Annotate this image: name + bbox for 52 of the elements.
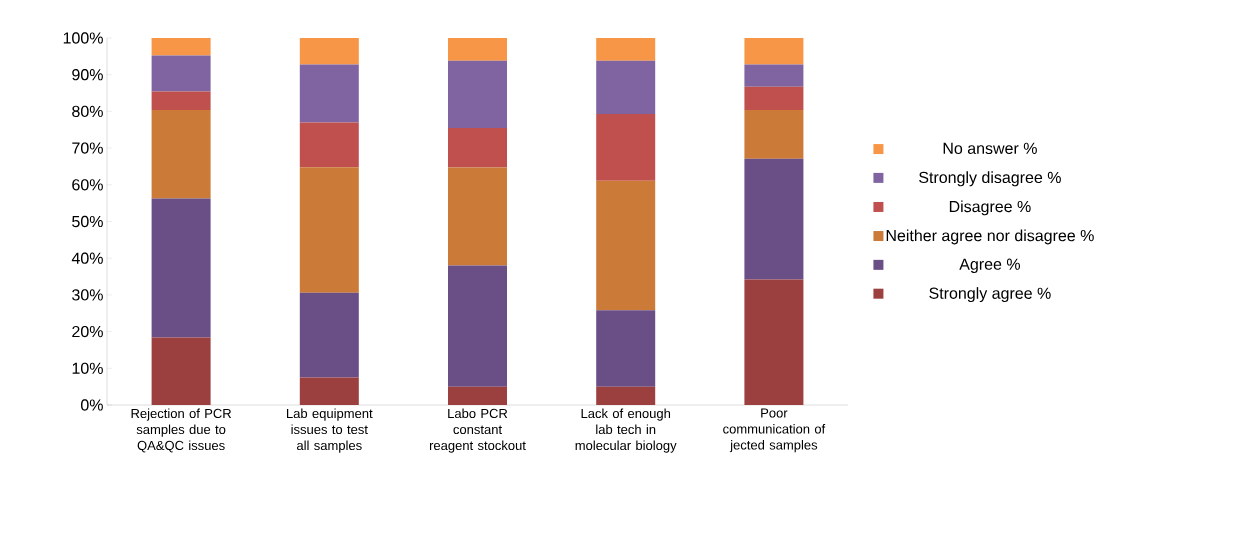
bar	[151, 337, 211, 405]
bar	[744, 64, 804, 87]
bar	[596, 60, 656, 114]
bar	[448, 167, 507, 266]
bar	[151, 109, 211, 199]
legend-label: Strongly disagree %	[919, 171, 1061, 187]
y-tick-label: 10%	[72, 362, 103, 374]
y-tick-label: 50%	[72, 215, 103, 228]
bar	[596, 38, 656, 61]
bar	[448, 127, 507, 168]
bar	[744, 158, 804, 280]
x-tick-label: Poor communication of jected samples	[723, 408, 826, 453]
bar	[151, 55, 211, 92]
bar	[448, 265, 507, 387]
bar	[299, 167, 359, 293]
bar	[151, 198, 211, 338]
bar	[151, 91, 211, 110]
y-tick-label: 90%	[72, 69, 103, 81]
bar	[151, 38, 211, 56]
y-tick-label: 80%	[72, 105, 103, 118]
bar	[299, 122, 359, 168]
bar	[448, 60, 507, 128]
bar	[596, 113, 656, 181]
bar	[299, 64, 359, 123]
bar	[299, 38, 359, 65]
bar	[596, 310, 656, 387]
bar	[744, 279, 804, 405]
y-tick-label: 40%	[71, 252, 103, 264]
y-tick-label: 20%	[72, 325, 103, 338]
bar	[744, 109, 804, 159]
x-tick-label: Rejection of PCR samples due to QA&QC issues	[131, 408, 232, 453]
y-tick-label: 100%	[63, 32, 103, 44]
bar	[596, 180, 656, 311]
bar	[744, 86, 804, 110]
bar	[299, 377, 359, 405]
y-tick-label: 0%	[80, 399, 103, 411]
x-tick-label: Labo PCR constant reagent stockout	[429, 408, 526, 453]
text: Strongly agree %	[929, 287, 1051, 303]
text: No answer %	[943, 142, 1037, 155]
legend-label: Neither agree nor disagree %	[886, 229, 1094, 245]
bar	[448, 38, 507, 61]
bar	[744, 38, 804, 65]
text: Agree %	[959, 258, 1021, 273]
y-tick-label: 70%	[72, 142, 103, 154]
text: Disagree %	[949, 200, 1031, 216]
bar	[596, 386, 656, 405]
x-tick-label: Lack of enough lab tech in molecular biology	[575, 408, 677, 453]
x-tick-label: Lab equipment issues to test all samples	[287, 408, 373, 453]
y-tick-label: 30%	[72, 289, 103, 301]
y-tick-label: 60%	[72, 179, 103, 191]
bar	[448, 386, 507, 405]
bar	[299, 292, 359, 378]
